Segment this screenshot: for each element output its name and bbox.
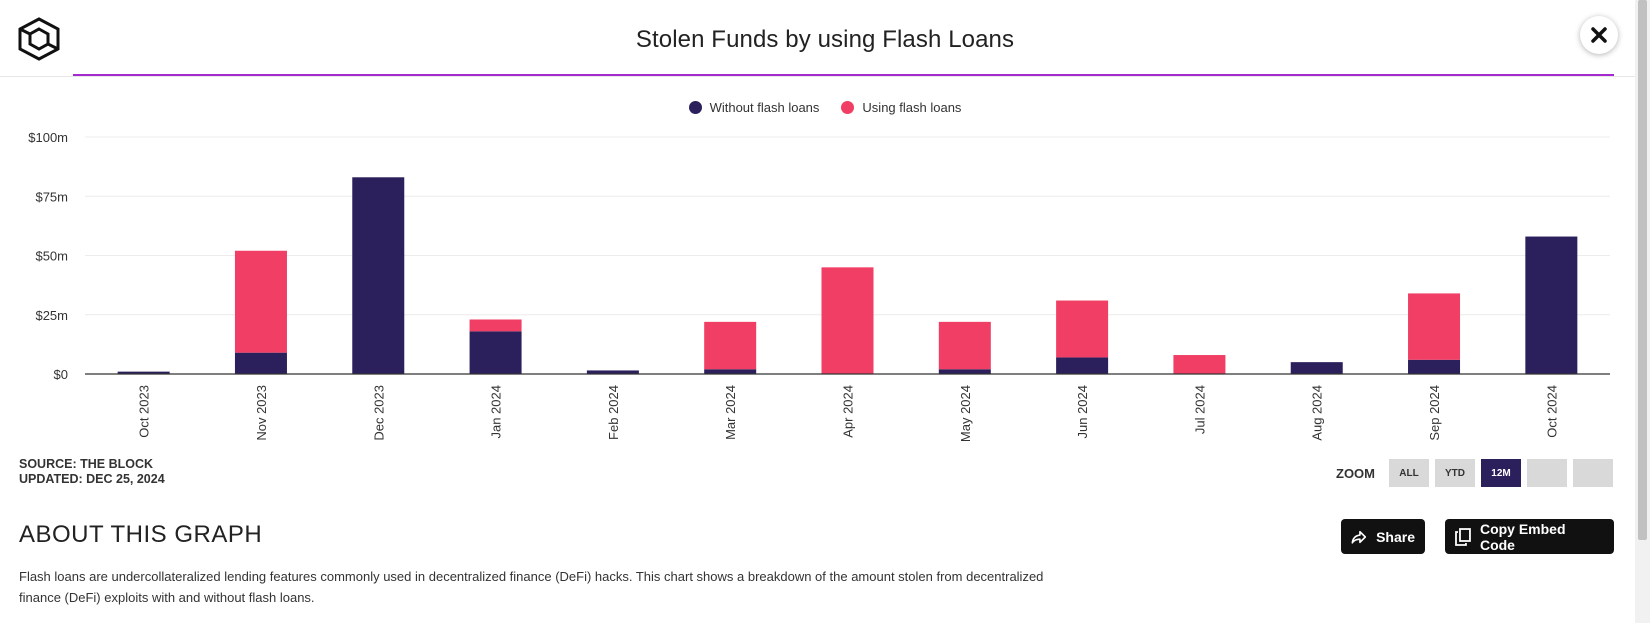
zoom-all-button[interactable]: ALL (1389, 459, 1429, 487)
header-accent-line (73, 74, 1614, 76)
x-tick-label: Aug 2024 (1310, 385, 1325, 441)
bar-using-flash-loans (821, 267, 874, 374)
source-text: SOURCE: THE BLOCK (19, 457, 154, 471)
scrollbar-thumb[interactable] (1638, 0, 1647, 540)
about-description: Flash loans are undercollateralized lend… (19, 569, 1044, 605)
legend-dot (688, 101, 702, 114)
bar-using-flash-loans (1408, 293, 1461, 360)
close-button[interactable] (1580, 16, 1618, 54)
share-arrow-icon (1351, 530, 1367, 544)
y-tick-label: $75m (35, 189, 68, 204)
legend-item-without-flash-loans[interactable]: Without flash loans (688, 100, 820, 115)
zoom-blank-button-2[interactable] (1573, 459, 1613, 487)
bar-without-flash-loans (352, 177, 405, 374)
source-note: SOURCE: THE BLOCK UPDATED: DEC 25, 2024 (19, 457, 165, 487)
y-tick-label: $0 (54, 367, 68, 382)
x-tick-label: Dec 2023 (371, 385, 386, 441)
x-tick-label: Sep 2024 (1427, 385, 1442, 441)
bar-without-flash-loans (704, 369, 757, 374)
x-tick-label: Oct 2024 (1544, 385, 1559, 438)
bar-without-flash-loans (1056, 357, 1109, 374)
legend-label: Using flash loans (862, 100, 962, 115)
bar-without-flash-loans (938, 369, 991, 374)
x-tick-label: Nov 2023 (254, 385, 269, 441)
share-label: Share (1376, 528, 1415, 545)
bar-chart: $0 $25m $50m $75m $100m Oct 2023 Nov 2023 Dec 2… (28, 130, 1610, 442)
chart-title: Stolen Funds by using Flash Loans (635, 26, 1015, 53)
x-tick-label: Jun 2024 (1075, 385, 1090, 439)
x-tick-label: Oct 2023 (137, 385, 152, 438)
close-icon (1591, 27, 1607, 43)
cube-logo-icon[interactable] (18, 17, 60, 61)
zoom-ytd-button[interactable]: YTD (1435, 459, 1475, 487)
about-title: ABOUT THIS GRAPH (19, 521, 263, 548)
zoom-blank-button-1[interactable] (1527, 459, 1567, 487)
bar-using-flash-loans (704, 321, 757, 370)
copy-embed-code-button[interactable]: Copy Embed Code (1445, 519, 1614, 554)
bar-using-flash-loans (469, 319, 522, 332)
legend-item-using-flash-loans[interactable]: Using flash loans (841, 100, 961, 115)
x-tick-label: Feb 2024 (606, 385, 621, 440)
bar-without-flash-loans (586, 370, 639, 374)
y-tick-label: $25m (35, 308, 68, 323)
zoom-controls: ZOOM ALL YTD 12M (1336, 459, 1613, 487)
bar-without-flash-loans (469, 331, 522, 374)
copy-icon (1455, 527, 1471, 546)
bar-using-flash-loans (1056, 300, 1109, 358)
x-tick-label: Mar 2024 (723, 385, 738, 440)
bar-using-flash-loans (938, 321, 991, 370)
y-tick-label: $50m (35, 249, 68, 264)
bar-without-flash-loans (1408, 359, 1461, 374)
x-tick-label: Apr 2024 (841, 385, 856, 438)
chart-legend: Without flash loans Using flash loans (0, 100, 1650, 115)
bar-without-flash-loans (1290, 362, 1343, 374)
zoom-12m-button[interactable]: 12M (1481, 459, 1521, 487)
legend-label: Without flash loans (709, 100, 820, 115)
share-button[interactable]: Share (1341, 519, 1425, 554)
x-tick-label: Jul 2024 (1192, 385, 1207, 434)
copy-embed-label: Copy Embed Code (1479, 520, 1566, 553)
header: Stolen Funds by using Flash Loans (0, 0, 1650, 77)
updated-text: UPDATED: DEC 25, 2024 (19, 472, 165, 486)
bar-using-flash-loans (234, 250, 287, 353)
x-tick-label: May 2024 (958, 385, 973, 442)
bar-without-flash-loans (117, 371, 170, 374)
bar-without-flash-loans (234, 352, 287, 374)
legend-dot (841, 101, 855, 114)
bar-without-flash-loans (1525, 236, 1578, 374)
x-tick-label: Jan 2024 (489, 385, 504, 439)
bar-using-flash-loans (1173, 355, 1226, 374)
zoom-label: ZOOM (1336, 465, 1375, 481)
y-tick-label: $100m (28, 130, 68, 145)
